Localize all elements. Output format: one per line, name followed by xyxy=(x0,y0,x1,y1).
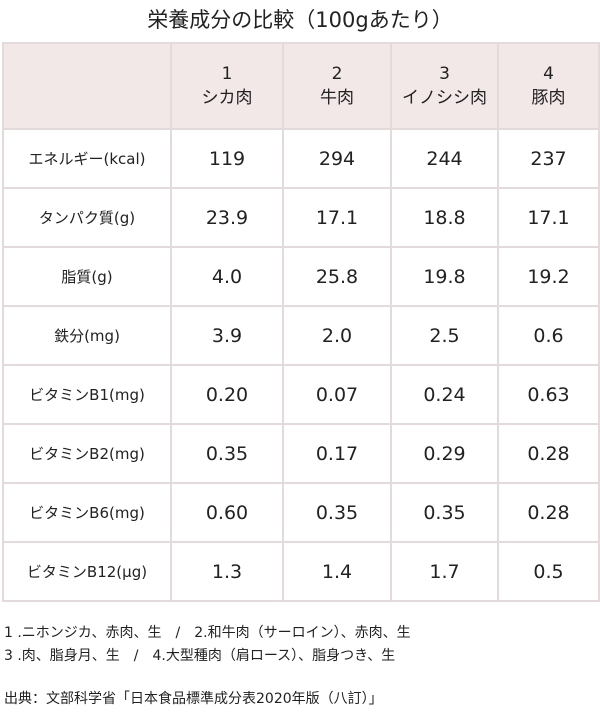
source: 出典：文部科学省「日本食品標準成分表2020年版（八訂）」 xyxy=(4,691,383,707)
row-label: ビタミンB2(mg) xyxy=(2,423,172,484)
value-cell: 0.07 xyxy=(282,364,392,425)
table: 1 シカ肉 2 牛肉 3 イノシシ肉 4 豚肉 エネルギー(kcal) 119 294 244 237… xyxy=(2,42,600,602)
value-cell: 4.0 xyxy=(170,246,284,307)
table-row: タンパク質(g) 23.9 17.1 18.8 17.1 xyxy=(2,187,600,248)
value-cell: 0.6 xyxy=(497,305,600,366)
table-row: ビタミンB6(mg) 0.60 0.35 0.35 0.28 xyxy=(2,482,600,543)
value-cell: 0.28 xyxy=(497,482,600,543)
row-label: エネルギー(kcal) xyxy=(2,128,172,189)
header-row: 1 シカ肉 2 牛肉 3 イノシシ肉 4 豚肉 xyxy=(2,42,600,130)
table-row: エネルギー(kcal) 119 294 244 237 xyxy=(2,128,600,189)
column-name: 豚肉 xyxy=(531,88,566,108)
table-row: ビタミンB2(mg) 0.35 0.17 0.29 0.28 xyxy=(2,423,600,484)
column-name: 牛肉 xyxy=(320,88,354,108)
value-cell: 0.60 xyxy=(170,482,284,543)
column-number: 3 xyxy=(439,64,450,84)
value-cell: 294 xyxy=(282,128,392,189)
note: 3 .肉、脂身月、生 / 4.大型種肉（肩ロース）、脂身つき、生 xyxy=(4,648,396,664)
value-cell: 0.24 xyxy=(390,364,499,425)
value-cell: 2.0 xyxy=(282,305,392,366)
value-cell: 0.17 xyxy=(282,423,392,484)
value-cell: 18.8 xyxy=(390,187,499,248)
value-cell: 0.63 xyxy=(497,364,600,425)
column-number: 2 xyxy=(331,64,343,84)
row-label: 脂質(g) xyxy=(2,246,172,307)
value-cell: 0.20 xyxy=(170,364,284,425)
header-cell: 1 シカ肉 xyxy=(170,42,284,130)
value-cell: 2.5 xyxy=(390,305,499,366)
row-label: 鉄分(mg) xyxy=(2,305,172,366)
value-cell: 25.8 xyxy=(282,246,392,307)
header-cell: 2 牛肉 xyxy=(282,42,392,130)
note: 1 .ニホンジカ、赤肉、生 / 2.和牛肉（サーロイン）、赤肉、生 xyxy=(4,625,411,641)
header-cell: 3 イノシシ肉 xyxy=(390,42,499,130)
value-cell: 0.35 xyxy=(170,423,284,484)
value-cell: 237 xyxy=(497,128,600,189)
column-name: シカ肉 xyxy=(201,88,253,108)
value-cell: 119 xyxy=(170,128,284,189)
row-label: タンパク質(g) xyxy=(2,187,172,248)
column-name: イノシシ肉 xyxy=(402,88,487,108)
table-row: ビタミンB1(mg) 0.20 0.07 0.24 0.63 xyxy=(2,364,600,425)
column-number: 4 xyxy=(543,64,554,84)
value-cell: 19.8 xyxy=(390,246,499,307)
row-label: ビタミンB12(μg) xyxy=(2,541,172,602)
header-empty xyxy=(2,42,172,130)
header-cell: 4 豚肉 xyxy=(497,42,600,130)
value-cell: 244 xyxy=(390,128,499,189)
value-cell: 23.9 xyxy=(170,187,284,248)
value-cell: 0.28 xyxy=(497,423,600,484)
value-cell: 1.7 xyxy=(390,541,499,602)
value-cell: 3.9 xyxy=(170,305,284,366)
value-cell: 0.35 xyxy=(390,482,499,543)
value-cell: 17.1 xyxy=(497,187,600,248)
value-cell: 1.3 xyxy=(170,541,284,602)
row-label: ビタミンB1(mg) xyxy=(2,364,172,425)
value-cell: 17.1 xyxy=(282,187,392,248)
column-number: 1 xyxy=(221,64,233,84)
table-row: ビタミンB12(μg) 1.3 1.4 1.7 0.5 xyxy=(2,541,600,602)
value-cell: 19.2 xyxy=(497,246,600,307)
value-cell: 1.4 xyxy=(282,541,392,602)
table-row: 脂質(g) 4.0 25.8 19.8 19.2 xyxy=(2,246,600,307)
value-cell: 0.5 xyxy=(497,541,600,602)
row-label: ビタミンB6(mg) xyxy=(2,482,172,543)
value-cell: 0.29 xyxy=(390,423,499,484)
value-cell: 0.35 xyxy=(282,482,392,543)
table-row: 鉄分(mg) 3.9 2.0 2.5 0.6 xyxy=(2,305,600,366)
title: 栄養成分の比較（100gあたり） xyxy=(147,8,453,32)
table-body: エネルギー(kcal) 119 294 244 237 タンパク質(g) 23.9 17.1 1… xyxy=(2,128,600,602)
